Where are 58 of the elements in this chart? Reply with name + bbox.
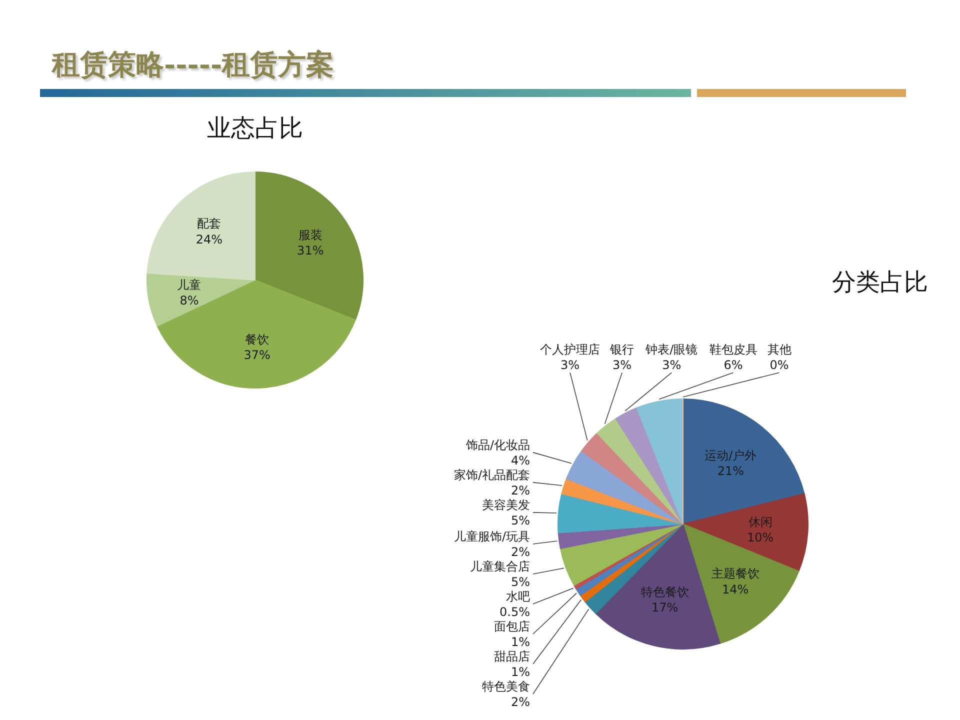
slice-label: 运动/户外 bbox=[704, 448, 757, 462]
data-label: 31% bbox=[297, 244, 324, 258]
slice-label: 甜品店 bbox=[494, 650, 530, 664]
data-label: 3% bbox=[662, 358, 682, 372]
slice-label: 儿童 bbox=[177, 278, 202, 292]
data-label: 2% bbox=[510, 695, 530, 710]
data-label: 5% bbox=[510, 575, 530, 590]
data-label: 1% bbox=[510, 635, 530, 650]
pie-slice bbox=[146, 272, 256, 326]
slice-label: 特色美食 bbox=[482, 680, 530, 694]
data-label: 3% bbox=[560, 358, 580, 372]
slice-label: 银行 bbox=[609, 342, 634, 357]
data-label: 6% bbox=[724, 358, 743, 372]
category-label: 其他 bbox=[767, 342, 792, 357]
data-label: 0.5% bbox=[500, 605, 530, 620]
slice-label: 面包店 bbox=[494, 620, 530, 634]
slice-label: 餐饮 bbox=[245, 332, 270, 346]
data-label: 1% bbox=[510, 665, 530, 680]
data-label: 3% bbox=[612, 358, 632, 372]
slice-label: 儿童集合店 bbox=[470, 560, 530, 574]
data-label: 5% bbox=[510, 514, 530, 528]
slice-label: 儿童服饰/玩具 bbox=[454, 530, 530, 544]
text: 分类占比 bbox=[832, 268, 928, 296]
pie-slice bbox=[581, 432, 684, 524]
pie-slice bbox=[560, 524, 684, 586]
data-label: 37% bbox=[244, 348, 270, 362]
data-label: 2% bbox=[510, 545, 530, 560]
slice-label: 主题餐饮 bbox=[711, 566, 760, 581]
data-label: 21% bbox=[717, 464, 744, 478]
data-label: 8% bbox=[180, 294, 199, 308]
chart-title: 业态占比 bbox=[207, 114, 303, 142]
slice-label: 美容美发 bbox=[482, 498, 530, 512]
data-label: 2% bbox=[510, 484, 530, 498]
slice-label: 服装 bbox=[298, 228, 322, 242]
slice-label: 配套 bbox=[197, 216, 222, 231]
data-label: 24% bbox=[196, 232, 222, 246]
pie-slice bbox=[566, 450, 684, 524]
pie-slice bbox=[596, 418, 684, 524]
data-label: 4% bbox=[510, 454, 530, 468]
slice-label: 家饰/礼品配套 bbox=[454, 468, 530, 482]
slice-label: 钟表/眼镜 bbox=[644, 342, 698, 357]
pie-slice bbox=[636, 398, 684, 524]
slice-label: 饰品/化妆品 bbox=[464, 438, 530, 452]
data-label: 10% bbox=[746, 530, 774, 545]
data-label: 14% bbox=[722, 582, 749, 596]
text: 0% bbox=[770, 358, 789, 372]
pie-slice bbox=[156, 280, 356, 388]
slice-label: 个人护理店 bbox=[540, 342, 600, 357]
slice-label: 水吧 bbox=[506, 590, 530, 604]
slice-label: 鞋包皮具 bbox=[709, 342, 758, 357]
slice-label: 休闲 bbox=[748, 515, 772, 530]
pie-slice bbox=[615, 407, 684, 524]
pie-slice bbox=[254, 172, 364, 320]
slice-label: 特色餐饮 bbox=[640, 584, 689, 599]
text: 租赁策略-----租赁方案 bbox=[52, 48, 334, 81]
data-label: 17% bbox=[651, 600, 678, 614]
pie-slice bbox=[146, 172, 256, 280]
pie-slice bbox=[558, 493, 684, 534]
